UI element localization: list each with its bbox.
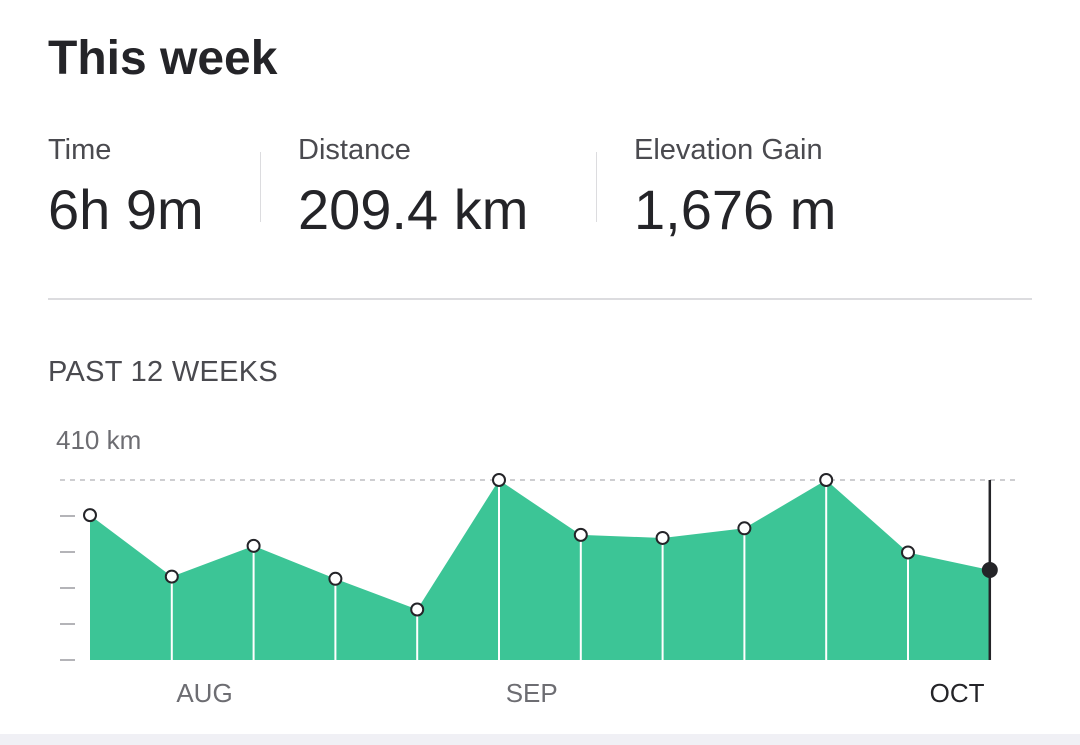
stat-divider <box>260 152 261 222</box>
stat-distance-value: 209.4 km <box>298 178 529 241</box>
stat-elevation-value: 1,676 m <box>634 178 837 241</box>
stat-elevation-label: Elevation Gain <box>634 134 823 166</box>
data-point <box>655 530 670 545</box>
data-point <box>901 545 915 560</box>
stat-distance-label: Distance <box>298 134 411 166</box>
data-point <box>328 571 343 586</box>
stat-divider <box>596 152 597 222</box>
data-point <box>819 473 834 487</box>
data-point <box>492 473 506 487</box>
weekly-distance-chart[interactable]: 410 km AUG SEP OCT <box>0 400 1080 720</box>
data-point <box>246 538 261 553</box>
stat-elevation: Elevation Gain 1,676 m <box>634 132 836 242</box>
x-axis-month-label: OCT <box>930 678 985 708</box>
data-point <box>573 527 588 542</box>
bottom-strip <box>0 734 1080 745</box>
data-point <box>410 602 425 617</box>
stat-distance: Distance 209.4 km <box>298 132 528 242</box>
distance-area <box>90 480 990 660</box>
x-axis-month-label: AUG <box>176 678 232 708</box>
y-axis-max-label: 410 km <box>56 425 141 455</box>
page-title: This week <box>48 32 278 85</box>
data-point <box>164 569 179 584</box>
section-divider <box>48 298 1032 300</box>
stat-time-label: Time <box>48 134 112 166</box>
chart-section-label: PAST 12 WEEKS <box>48 356 279 388</box>
data-point-current <box>981 562 998 578</box>
data-point <box>737 521 752 536</box>
x-axis-month-label: SEP <box>506 678 558 708</box>
stat-time: Time 6h 9m <box>48 132 204 242</box>
data-point <box>83 508 97 523</box>
stat-time-value: 6h 9m <box>48 178 204 241</box>
